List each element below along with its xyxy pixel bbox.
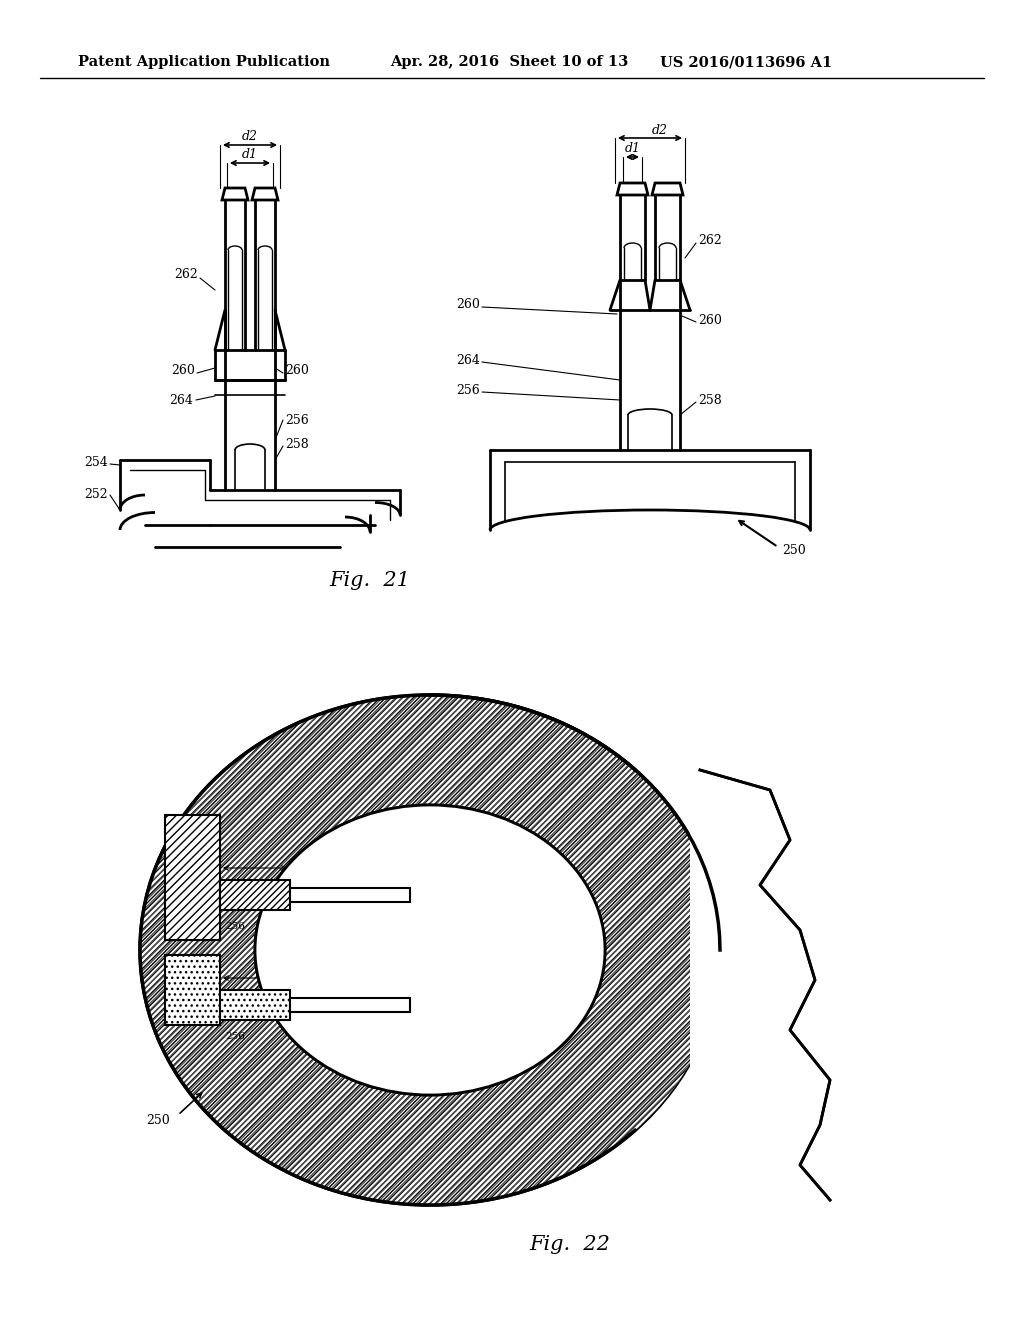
Text: d2: d2 <box>652 124 668 136</box>
Ellipse shape <box>255 805 605 1096</box>
Text: 260: 260 <box>285 363 309 376</box>
Text: L1: L1 <box>205 863 218 873</box>
Text: d1: d1 <box>625 143 640 156</box>
Text: L1: L1 <box>205 974 218 982</box>
Text: 264: 264 <box>169 393 193 407</box>
Text: D2: D2 <box>442 891 457 899</box>
Text: 254: 254 <box>84 455 108 469</box>
Text: L2: L2 <box>412 960 426 969</box>
Text: Fig.  21: Fig. 21 <box>330 570 411 590</box>
Polygon shape <box>290 998 410 1012</box>
Text: 262: 262 <box>174 268 198 281</box>
Text: Apr. 28, 2016  Sheet 10 of 13: Apr. 28, 2016 Sheet 10 of 13 <box>390 55 629 69</box>
Text: 256: 256 <box>225 1032 245 1041</box>
Polygon shape <box>220 880 290 909</box>
Text: 256: 256 <box>457 384 480 396</box>
Text: d1: d1 <box>242 149 258 161</box>
Text: Fig.  22: Fig. 22 <box>529 1236 610 1254</box>
Polygon shape <box>290 888 410 902</box>
Text: 260: 260 <box>698 314 722 326</box>
Text: 252: 252 <box>84 488 108 502</box>
Polygon shape <box>222 187 248 201</box>
Polygon shape <box>690 671 950 1230</box>
Polygon shape <box>165 954 220 1026</box>
Polygon shape <box>165 814 220 940</box>
Text: 266: 266 <box>412 866 432 874</box>
Text: D1: D1 <box>424 891 439 899</box>
Text: 260: 260 <box>456 298 480 312</box>
Text: 256: 256 <box>285 413 309 426</box>
Text: d2: d2 <box>242 131 258 144</box>
Ellipse shape <box>255 805 605 1096</box>
Text: L2: L2 <box>412 850 426 858</box>
Text: 258: 258 <box>698 393 722 407</box>
Text: 264: 264 <box>456 354 480 367</box>
Text: 268: 268 <box>820 1023 844 1036</box>
Text: Patent Application Publication: Patent Application Publication <box>78 55 330 69</box>
Ellipse shape <box>140 696 720 1205</box>
Text: US 2016/0113696 A1: US 2016/0113696 A1 <box>660 55 833 69</box>
Text: 262: 262 <box>698 234 722 247</box>
Polygon shape <box>252 187 278 201</box>
Polygon shape <box>652 183 683 195</box>
Polygon shape <box>220 990 290 1020</box>
Text: 250: 250 <box>782 544 806 557</box>
Text: D1: D1 <box>424 1001 439 1010</box>
Text: 256: 256 <box>225 921 245 931</box>
Ellipse shape <box>140 696 720 1205</box>
Text: 258: 258 <box>285 438 309 451</box>
Text: 260: 260 <box>171 363 195 376</box>
Text: D2: D2 <box>442 1001 457 1010</box>
Text: 266: 266 <box>412 975 432 985</box>
Polygon shape <box>617 183 648 195</box>
Text: 250: 250 <box>146 1114 170 1126</box>
